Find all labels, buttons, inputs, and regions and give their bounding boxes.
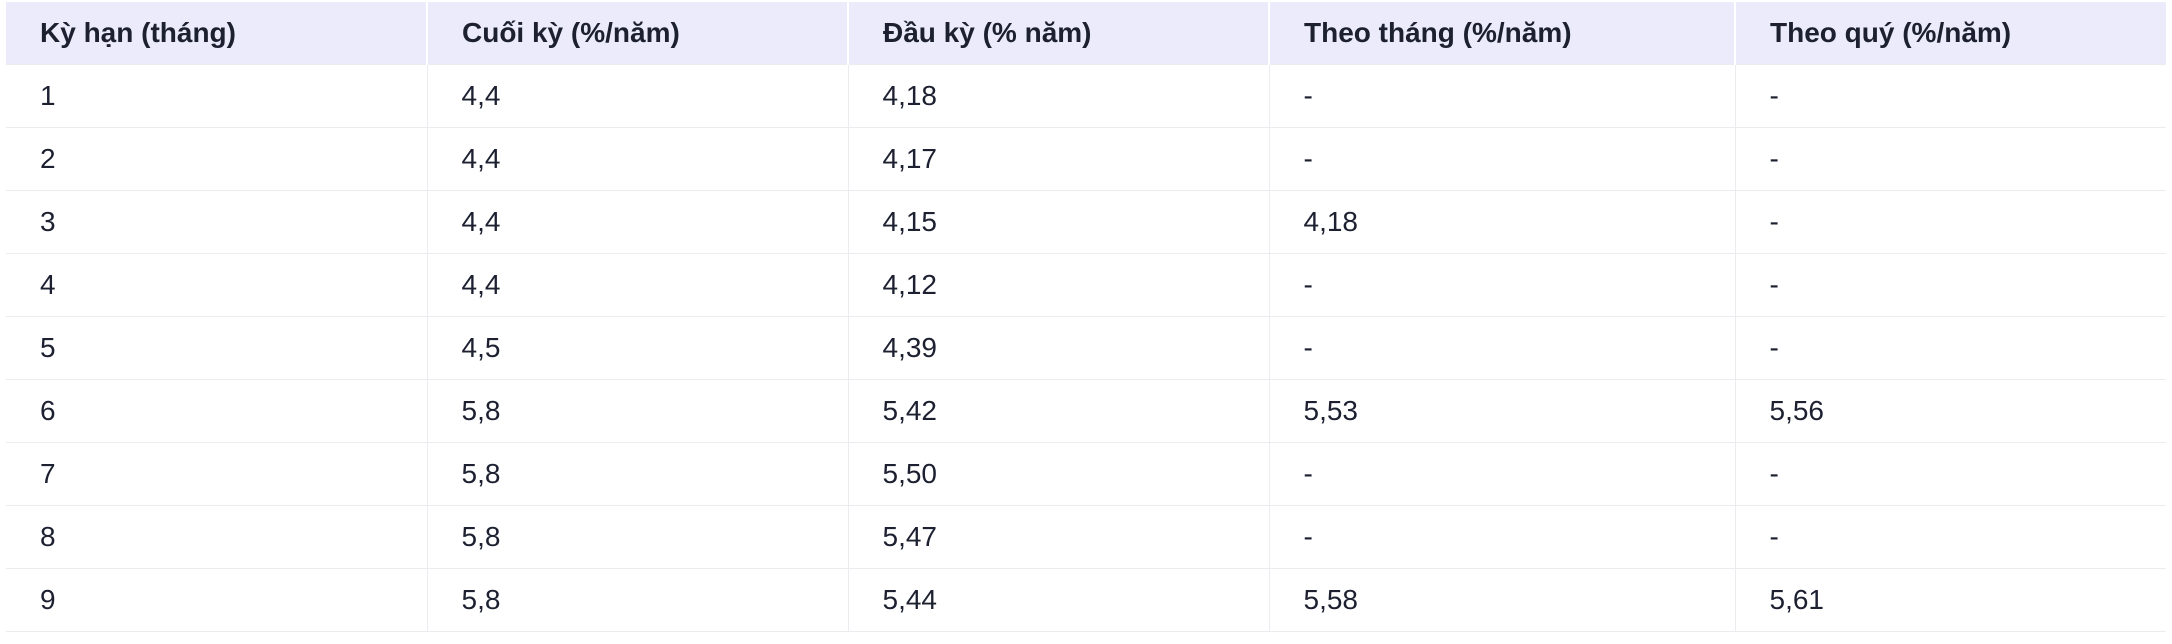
cell-monthly: - (1269, 64, 1736, 128)
cell-monthly: - (1269, 316, 1736, 380)
cell-end-of-term: 4,4 (427, 127, 849, 191)
column-header-quarterly: Theo quý (%/năm) (1770, 17, 2012, 48)
cell-start-of-term: 5,44 (848, 568, 1270, 632)
cell-quarterly: - (1735, 253, 2166, 317)
cell-end-of-term: 5,8 (427, 568, 849, 632)
table-body: 1 4,4 4,18 - - 2 4,4 4,17 - - 3 4,4 4,15… (6, 64, 2166, 632)
cell-end-of-term: 5,8 (427, 505, 849, 569)
cell-end-of-term: 4,4 (427, 253, 849, 317)
cell-start-of-term: 4,15 (848, 190, 1270, 254)
cell-term: 3 (6, 190, 428, 254)
cell-term: 8 (6, 505, 428, 569)
cell-quarterly: 5,61 (1735, 568, 2166, 632)
cell-start-of-term: 4,39 (848, 316, 1270, 380)
table-row: 7 5,8 5,50 - - (6, 442, 2166, 506)
cell-start-of-term: 4,17 (848, 127, 1270, 191)
column-header-end-of-term: Cuối kỳ (%/năm) (427, 2, 849, 65)
cell-quarterly: - (1735, 316, 2166, 380)
cell-monthly: 5,58 (1269, 568, 1736, 632)
cell-term: 7 (6, 442, 428, 506)
cell-end-of-term: 5,8 (427, 379, 849, 443)
header-row: Kỳ hạn (tháng) Cuối kỳ (%/năm) Đầu kỳ (%… (6, 2, 2166, 65)
cell-monthly: - (1269, 253, 1736, 317)
table-row: 2 4,4 4,17 - - (6, 127, 2166, 191)
table-row: 9 5,8 5,44 5,58 5,61 (6, 568, 2166, 632)
cell-quarterly: - (1735, 127, 2166, 191)
column-header-start-of-term: Đầu kỳ (% năm) (848, 2, 1270, 65)
cell-term: 5 (6, 316, 428, 380)
cell-monthly: 5,53 (1269, 379, 1736, 443)
cell-start-of-term: 4,12 (848, 253, 1270, 317)
cell-term: 6 (6, 379, 428, 443)
cell-term: 1 (6, 64, 428, 128)
interest-rate-table-container: Kỳ hạn (tháng) Cuối kỳ (%/năm) Đầu kỳ (%… (6, 2, 2166, 632)
cell-monthly: - (1269, 505, 1736, 569)
cell-end-of-term: 4,4 (427, 64, 849, 128)
cell-start-of-term: 4,18 (848, 64, 1270, 128)
cell-term: 4 (6, 253, 428, 317)
cell-quarterly: - (1735, 442, 2166, 506)
cell-end-of-term: 4,4 (427, 190, 849, 254)
cell-quarterly: 5,56 (1735, 379, 2166, 443)
table-row: 5 4,5 4,39 - - (6, 316, 2166, 380)
cell-quarterly: - (1735, 190, 2166, 254)
table-header: Kỳ hạn (tháng) Cuối kỳ (%/năm) Đầu kỳ (%… (6, 2, 2166, 65)
cell-quarterly: - (1735, 64, 2166, 128)
cell-monthly: 4,18 (1269, 190, 1736, 254)
column-header-term: Kỳ hạn (tháng) (6, 2, 428, 65)
cell-monthly: - (1269, 442, 1736, 506)
table-row: 6 5,8 5,42 5,53 5,56 (6, 379, 2166, 443)
cell-start-of-term: 5,50 (848, 442, 1270, 506)
table-row: 4 4,4 4,12 - - (6, 253, 2166, 317)
cell-term: 2 (6, 127, 428, 191)
cell-end-of-term: 4,5 (427, 316, 849, 380)
cell-end-of-term: 5,8 (427, 442, 849, 506)
cell-start-of-term: 5,42 (848, 379, 1270, 443)
cell-start-of-term: 5,47 (848, 505, 1270, 569)
column-header-monthly: Theo tháng (%/năm) (1269, 2, 1736, 65)
cell-term: 9 (6, 568, 428, 632)
interest-rate-table: Kỳ hạn (tháng) Cuối kỳ (%/năm) Đầu kỳ (%… (6, 2, 2166, 632)
table-row: 1 4,4 4,18 - - (6, 64, 2166, 128)
table-row: 8 5,8 5,47 - - (6, 505, 2166, 569)
cell-monthly: - (1269, 127, 1736, 191)
table-row: 3 4,4 4,15 4,18 - (6, 190, 2166, 254)
cell-quarterly: - (1735, 505, 2166, 569)
